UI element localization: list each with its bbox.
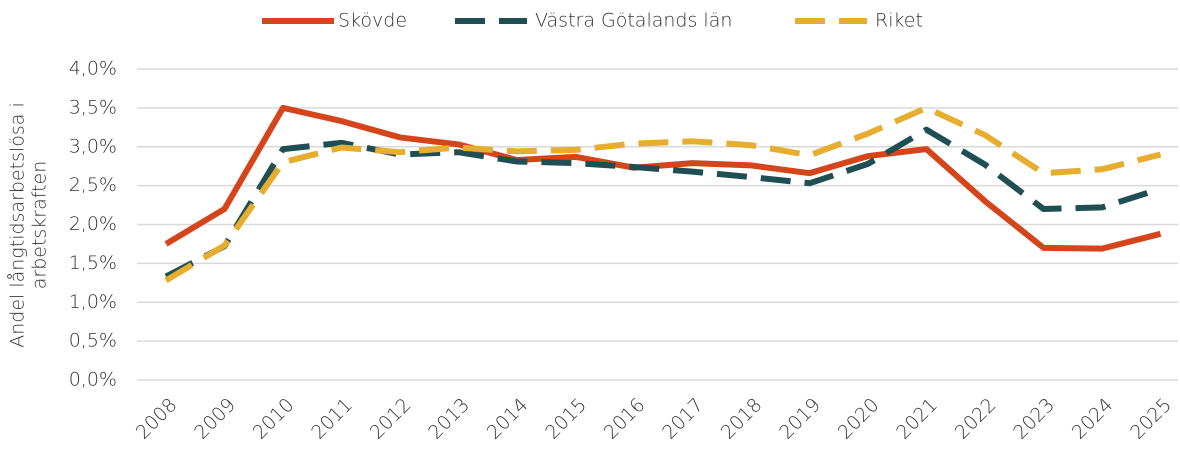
y-tick-label: 0,5% xyxy=(69,330,117,352)
x-tick-label: 2015 xyxy=(541,394,591,444)
y-tick-label: 3,5% xyxy=(69,96,117,118)
x-tick-label: 2022 xyxy=(951,394,1001,444)
x-tick-label: 2010 xyxy=(249,394,299,444)
y-tick-label: 4,0% xyxy=(69,58,117,80)
legend-label: Skövde xyxy=(338,10,407,32)
y-tick-label: 3,0% xyxy=(69,135,117,157)
x-tick-label: 2011 xyxy=(307,394,357,444)
x-tick-label: 2014 xyxy=(483,394,533,444)
x-tick-label: 2016 xyxy=(600,394,650,444)
x-tick-label: 2019 xyxy=(775,394,825,444)
x-tick-label: 2012 xyxy=(366,394,416,444)
x-tick-label: 2017 xyxy=(658,394,708,444)
x-tick-label: 2020 xyxy=(834,394,884,444)
x-tick-label: 2018 xyxy=(717,394,767,444)
x-tick-label: 2025 xyxy=(1126,394,1176,444)
y-tick-label: 1,5% xyxy=(69,252,117,274)
series-line xyxy=(164,126,1162,280)
x-tick-label: 2013 xyxy=(424,394,474,444)
y-tick-label: 0,0% xyxy=(69,369,117,391)
y-tick-label: 1,0% xyxy=(69,291,117,313)
series-line xyxy=(164,104,1162,252)
y-axis-label: Andel långtidsarbetslösa i xyxy=(7,102,29,347)
y-tick-label: 2,0% xyxy=(69,213,117,235)
x-tick-label: 2009 xyxy=(190,394,240,444)
y-tick-label: 2,5% xyxy=(69,174,117,196)
x-tick-label: 2008 xyxy=(132,394,182,444)
series-line xyxy=(164,104,1162,284)
y-axis-label: arbetskraften xyxy=(29,161,51,290)
x-tick-label: 2021 xyxy=(892,394,942,444)
x-tick-label: 2023 xyxy=(1009,394,1059,444)
legend-label: Riket xyxy=(875,10,923,32)
x-tick-label: 2024 xyxy=(1068,394,1118,444)
legend-label: Västra Götalands län xyxy=(535,10,732,32)
